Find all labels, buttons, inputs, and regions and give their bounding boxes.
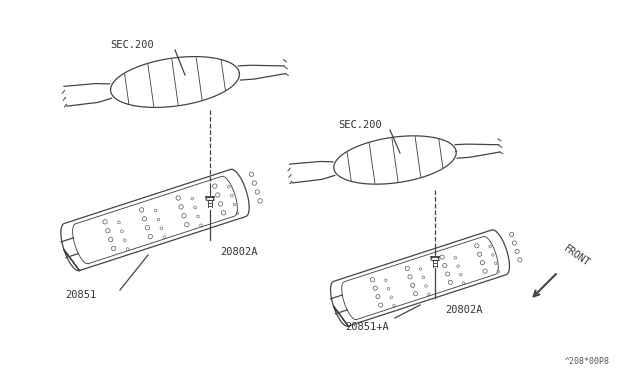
Text: SEC.200: SEC.200	[110, 40, 154, 50]
Text: 20802A: 20802A	[445, 305, 483, 315]
Text: FRONT: FRONT	[562, 243, 592, 268]
Text: ^208*00P8: ^208*00P8	[565, 357, 610, 366]
Text: 20851+A: 20851+A	[345, 322, 388, 332]
Text: SEC.200: SEC.200	[338, 120, 381, 130]
Text: 20851: 20851	[65, 290, 96, 300]
Text: 20802A: 20802A	[220, 247, 257, 257]
